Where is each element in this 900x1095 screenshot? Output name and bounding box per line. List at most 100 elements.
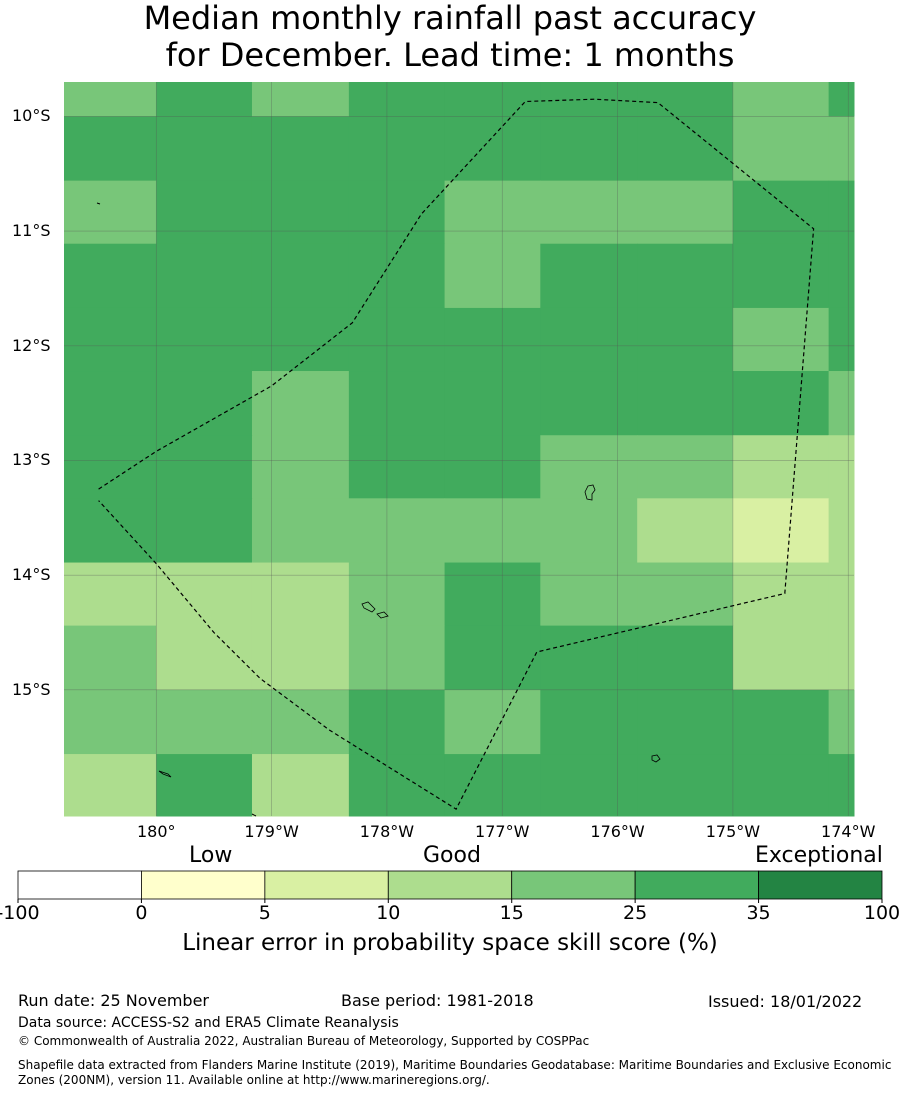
lat-tick-label: 14°S — [12, 565, 51, 585]
grid-cell — [251, 180, 350, 245]
grid-cell — [637, 307, 734, 372]
colorbar-swatch — [511, 870, 636, 900]
grid-cell — [64, 562, 157, 627]
grid-cell — [444, 307, 541, 372]
grid-cell — [156, 562, 253, 627]
grid-cell — [732, 498, 830, 564]
grid-cell — [637, 498, 734, 564]
grid-cell — [828, 498, 855, 564]
grid-cell — [156, 82, 253, 117]
category-exceptional: Exceptional — [755, 843, 883, 868]
grid-cell — [732, 754, 830, 817]
islands — [96, 202, 661, 817]
grid-cell — [156, 754, 253, 817]
colorbar-swatch — [758, 870, 883, 900]
grid-cell — [251, 498, 350, 564]
grid-cell — [637, 371, 734, 436]
grid-cell — [540, 371, 638, 436]
grid-cell — [828, 243, 855, 309]
grid-cell — [540, 307, 638, 372]
grid-cell — [444, 435, 541, 499]
grid-cell — [637, 562, 734, 627]
grid-cell — [540, 180, 638, 245]
grid-cell — [156, 116, 253, 182]
grid-cell — [251, 625, 350, 691]
lat-tick-label: 11°S — [12, 221, 51, 241]
grid-cell — [348, 243, 446, 309]
grid-cell — [156, 307, 253, 372]
grid-cell — [828, 307, 855, 372]
island-7 — [251, 813, 257, 817]
colorbar-tick-label: 0 — [135, 902, 148, 924]
category-low: Low — [189, 843, 233, 868]
graticule — [64, 82, 854, 816]
lon-tick-label: 174°W — [821, 822, 876, 841]
grid-cell — [156, 498, 253, 564]
skill-grid — [64, 82, 855, 817]
grid-cell — [828, 689, 855, 755]
colorbar-tick-label: 5 — [258, 902, 271, 924]
data-source: Data source: ACCESS-S2 and ERA5 Climate … — [18, 1015, 399, 1031]
grid-cell — [540, 498, 638, 564]
grid-cell — [348, 116, 446, 182]
grid-cell — [540, 562, 638, 627]
grid-cell — [540, 625, 638, 691]
grid-cell — [348, 82, 446, 117]
grid-cell — [637, 435, 734, 499]
grid-cell — [251, 562, 350, 627]
grid-cell — [828, 625, 855, 691]
grid-cell — [251, 307, 350, 372]
grid-cell — [540, 243, 638, 309]
island-4 — [651, 754, 661, 763]
grid-cell — [251, 243, 350, 309]
grid-cell — [444, 371, 541, 436]
grid-cell — [637, 243, 734, 309]
grid-cell — [156, 435, 253, 499]
lat-tick-label: 15°S — [12, 679, 51, 699]
grid-cell — [348, 562, 446, 627]
grid-cell — [64, 498, 157, 564]
grid-cell — [64, 116, 157, 182]
grid-cell — [540, 435, 638, 499]
grid-cell — [637, 754, 734, 817]
grid-cell — [444, 116, 541, 182]
lon-tick-label: 176°W — [590, 822, 645, 841]
colorbar-swatch — [634, 870, 759, 900]
issued-date: Issued: 18/01/2022 — [708, 992, 863, 1011]
grid-cell — [828, 371, 855, 436]
grid-cell — [348, 754, 446, 817]
grid-cell — [444, 498, 541, 564]
grid-cell — [828, 562, 855, 627]
skill-map — [64, 82, 855, 817]
colorbar-swatch — [17, 870, 142, 900]
grid-cell — [348, 625, 446, 691]
grid-cell — [348, 689, 446, 755]
grid-cell — [732, 689, 830, 755]
grid-cell — [637, 82, 734, 117]
grid-cell — [637, 116, 734, 182]
base-period: Base period: 1981-2018 — [341, 991, 534, 1010]
shapefile-credit: Shapefile data extracted from Flanders M… — [18, 1058, 892, 1087]
grid-cell — [348, 371, 446, 436]
title-line-2: for December. Lead time: 1 months — [165, 36, 735, 74]
grid-cell — [828, 116, 855, 182]
grid-cell — [64, 689, 157, 755]
grid-cell — [348, 180, 446, 245]
grid-cell — [540, 689, 638, 755]
island-1 — [584, 484, 596, 501]
grid-cell — [156, 625, 253, 691]
colorbar-tick-label: 100 — [863, 902, 900, 924]
colorbar-swatch — [141, 870, 266, 900]
colorbar-swatch — [387, 870, 513, 900]
colorbar-swatch — [264, 870, 389, 900]
grid-cell — [348, 307, 446, 372]
run-date: Run date: 25 November — [18, 991, 209, 1010]
grid-cell — [64, 754, 157, 817]
lon-tick-label: 180° — [136, 822, 176, 841]
title-line-1: Median monthly rainfall past accuracy — [143, 0, 757, 37]
island-3 — [376, 611, 389, 619]
lon-tick-label: 179°W — [244, 822, 299, 841]
grid-cell — [156, 243, 253, 309]
colorbar-tick-label: -100 — [0, 902, 40, 924]
grid-cell — [637, 625, 734, 691]
